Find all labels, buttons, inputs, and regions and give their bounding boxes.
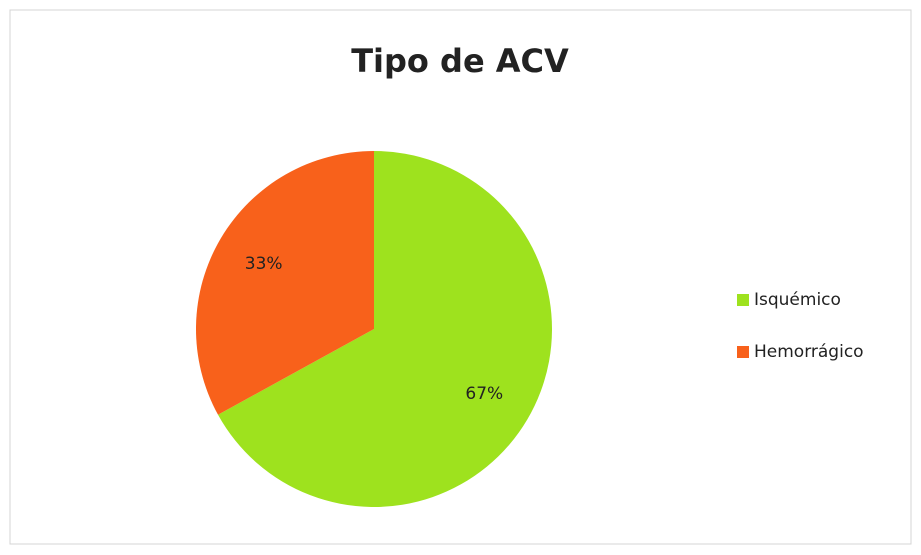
pie-slice (218, 151, 553, 507)
data-label: 67% (465, 384, 503, 404)
pie-slice (195, 150, 374, 415)
legend-swatch (737, 346, 749, 358)
data-label: 33% (245, 254, 283, 274)
legend-swatch (737, 294, 749, 306)
legend-label: Hemorrágico (754, 342, 864, 362)
chart-title: Tipo de ACV (351, 42, 569, 80)
legend-label: Isquémico (754, 290, 841, 310)
